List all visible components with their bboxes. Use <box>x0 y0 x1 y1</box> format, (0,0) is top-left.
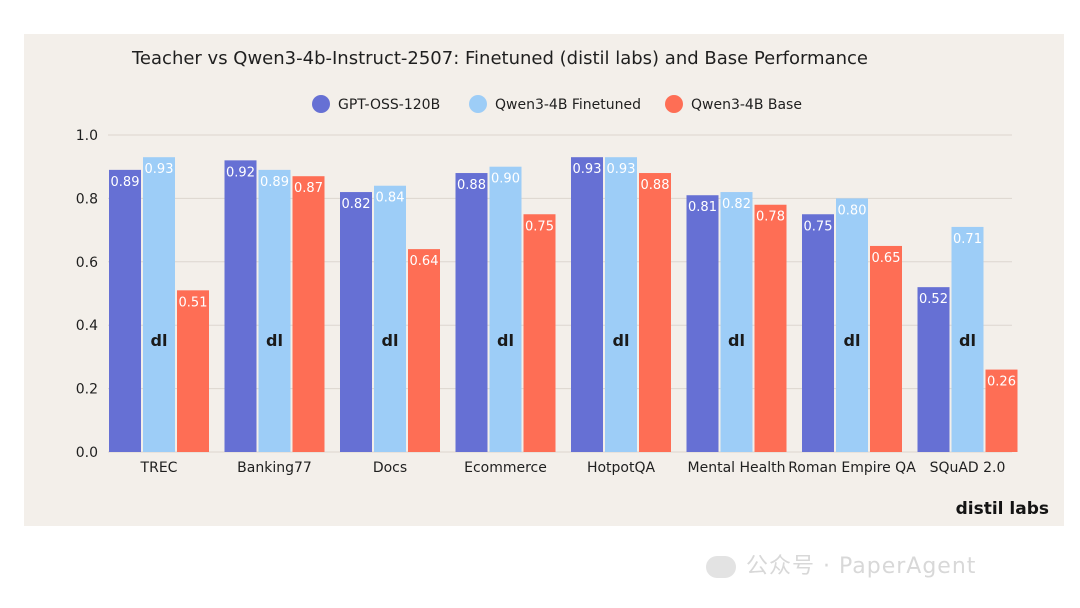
x-tick-label: TREC <box>140 460 178 476</box>
legend-label-0: GPT-OSS-120B <box>338 97 440 113</box>
bar <box>177 290 209 452</box>
bar-value-label: 0.88 <box>457 178 486 193</box>
bar <box>408 249 440 452</box>
bar <box>951 226 984 452</box>
legend-swatch-2 <box>665 95 683 113</box>
dl-logo-mark: dl <box>613 331 630 350</box>
bar <box>686 195 719 453</box>
y-tick-label: 0.6 <box>76 255 98 271</box>
dl-logo-mark: dl <box>151 331 168 350</box>
legend: GPT-OSS-120B Qwen3-4B Finetuned Qwen3-4B B… <box>312 95 802 113</box>
dl-logo-mark: dl <box>497 331 514 350</box>
bar <box>258 169 291 452</box>
bar-value-label: 0.89 <box>260 175 289 190</box>
bar <box>836 198 868 452</box>
bar <box>571 157 603 452</box>
chart-panel: Teacher vs Qwen3-4b-Instruct-2507: Finet… <box>24 34 1064 526</box>
x-axis: TREC Banking77 Docs Ecommerce HotpotQA Mental… <box>140 460 1006 476</box>
dl-logo-mark: dl <box>959 331 976 350</box>
bar-value-label: 0.88 <box>641 178 670 193</box>
x-tick-label: Ecommerce <box>464 460 547 476</box>
y-tick-label: 0.4 <box>76 318 98 334</box>
bar-value-label: 0.26 <box>987 375 1016 390</box>
wechat-icon <box>706 556 736 578</box>
bar-value-label: 0.93 <box>145 162 174 177</box>
brand-logo: distil labs <box>956 499 1049 519</box>
x-tick-label: HotpotQA <box>587 460 656 476</box>
bar <box>224 160 257 453</box>
bar-value-label: 0.81 <box>688 200 717 215</box>
bar-value-label: 0.51 <box>179 295 208 310</box>
bar <box>109 169 141 452</box>
x-tick-label: Mental Health <box>688 460 786 476</box>
y-axis: 0.0 0.2 0.4 0.6 0.8 1.0 <box>76 128 98 461</box>
bar-value-label: 0.64 <box>410 254 439 269</box>
bar-value-label: 0.93 <box>573 162 602 177</box>
watermark-text: 公众号 · PaperAgent <box>746 554 977 579</box>
bar-value-label: 0.93 <box>607 162 636 177</box>
y-tick-label: 0.0 <box>76 445 98 461</box>
y-tick-label: 0.8 <box>76 191 98 207</box>
bar <box>374 185 406 452</box>
legend-swatch-1 <box>469 95 487 113</box>
x-tick-label: Banking77 <box>237 460 312 476</box>
x-tick-label: SQuAD 2.0 <box>930 460 1006 476</box>
bar-value-label: 0.84 <box>376 191 405 206</box>
bar-value-label: 0.75 <box>804 219 833 234</box>
legend-label-1: Qwen3-4B Finetuned <box>495 97 641 113</box>
x-tick-label: Roman Empire QA <box>788 460 916 476</box>
legend-swatch-0 <box>312 95 330 113</box>
bar-value-label: 0.65 <box>872 251 901 266</box>
bar-value-label: 0.52 <box>919 292 948 307</box>
bar <box>143 157 175 452</box>
bar-chart: Teacher vs Qwen3-4b-Instruct-2507: Finet… <box>76 48 1049 519</box>
bar-value-label: 0.80 <box>838 203 867 218</box>
y-tick-label: 1.0 <box>76 128 98 144</box>
bar-value-label: 0.87 <box>294 181 323 196</box>
bar <box>917 287 950 452</box>
bar <box>455 173 488 453</box>
bar <box>720 192 753 452</box>
bar <box>754 204 787 452</box>
bar-value-label: 0.75 <box>525 219 554 234</box>
bar-value-label: 0.82 <box>342 197 371 212</box>
bar <box>340 192 372 452</box>
y-tick-label: 0.2 <box>76 382 98 398</box>
bar <box>870 245 902 452</box>
dl-logo-mark: dl <box>382 331 399 350</box>
legend-label-2: Qwen3-4B Base <box>691 97 802 113</box>
bar-value-label: 0.71 <box>953 232 982 247</box>
bar-value-label: 0.82 <box>722 197 751 212</box>
bar <box>985 369 1018 452</box>
dl-logo-mark: dl <box>266 331 283 350</box>
dl-logo-mark: dl <box>728 331 745 350</box>
x-tick-label: Docs <box>373 460 407 476</box>
bar <box>605 157 637 452</box>
bar <box>639 173 671 453</box>
bar <box>523 214 556 452</box>
bars: 0.89 0.93 0.51 dl 0.92 0.89 0.87 dl 0.82 0.84 0.64… <box>109 157 1018 453</box>
bar <box>802 214 834 452</box>
chart-title: Teacher vs Qwen3-4b-Instruct-2507: Finet… <box>131 48 868 69</box>
bar-value-label: 0.92 <box>226 165 255 180</box>
dl-logo-mark: dl <box>844 331 861 350</box>
bar <box>489 166 522 452</box>
watermark: 公众号 · PaperAgent <box>706 548 976 580</box>
bar-value-label: 0.78 <box>756 210 785 225</box>
bar-value-label: 0.90 <box>491 172 520 187</box>
bar-value-label: 0.89 <box>111 175 140 190</box>
bar <box>292 176 325 452</box>
